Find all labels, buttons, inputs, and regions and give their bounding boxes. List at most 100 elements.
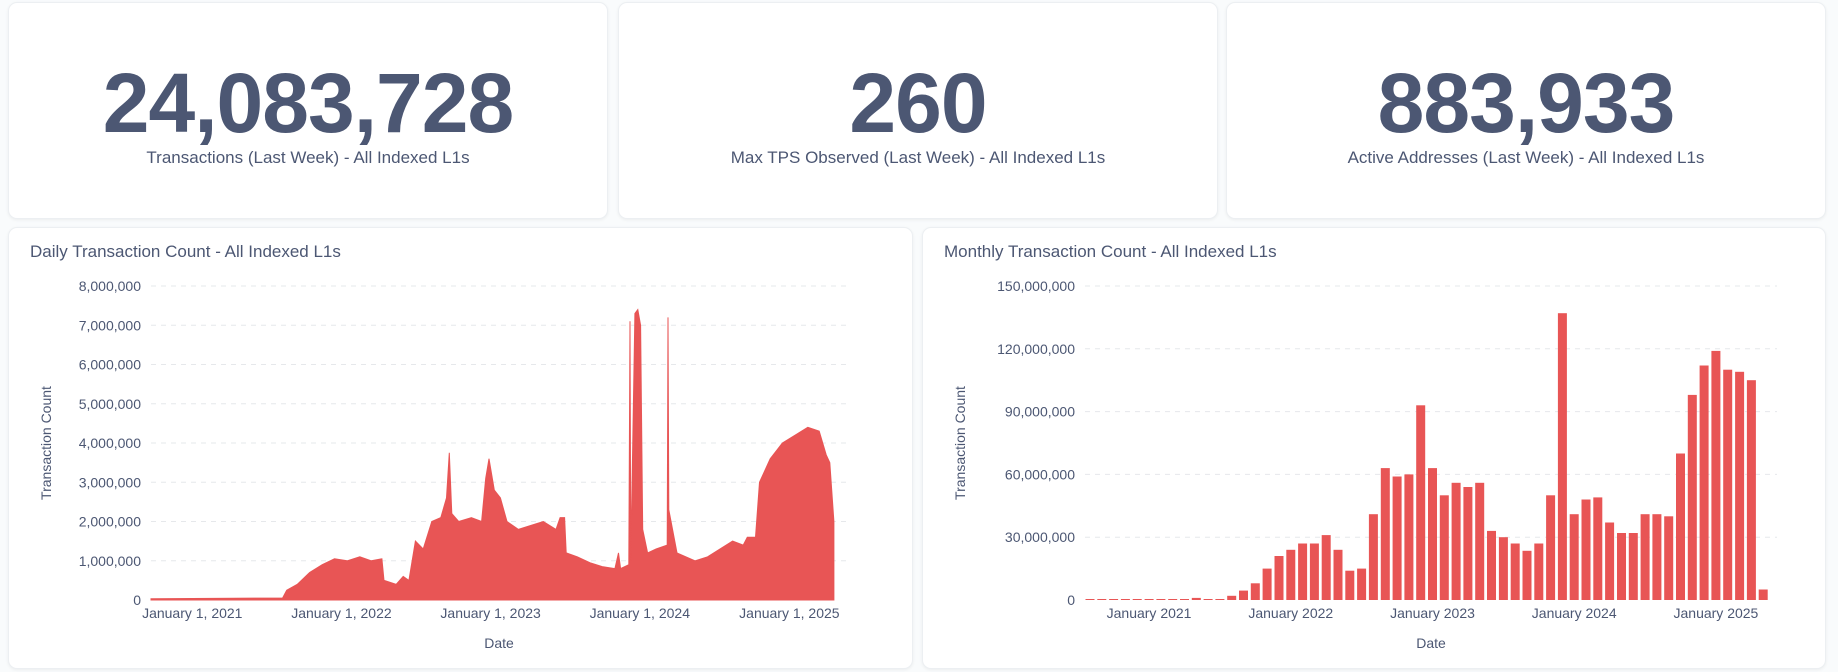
monthly-bar [1723, 369, 1733, 600]
monthly-bar [1487, 530, 1496, 600]
y-tick-label: 1,000,000 [79, 553, 141, 569]
kpi-value: 260 [849, 56, 987, 150]
monthly-bar [1676, 453, 1685, 600]
kpi-card-active-addresses: 883,933 Active Addresses (Last Week) - A… [1226, 2, 1826, 219]
daily-chart: 0 1,000,000 2,000,000 3,000,000 4,000,000 5,0… [38, 278, 847, 651]
y-tick-label: 30,000,000 [1005, 529, 1075, 545]
y-tick-label: 2,000,000 [79, 514, 141, 530]
monthly-bar [1321, 535, 1331, 600]
monthly-bar [1262, 568, 1272, 600]
y-tick-label: 3,000,000 [79, 474, 141, 490]
monthly-bar [1498, 537, 1508, 600]
monthly-bar [1510, 543, 1520, 600]
monthly-bar [1416, 405, 1426, 600]
daily-chart-card: Daily Transaction Count - All Indexed L1… [8, 227, 913, 669]
x-tick-label: January 2025 [1674, 605, 1759, 621]
chart-title[interactable]: Daily Transaction Count - All Indexed L1… [30, 242, 341, 261]
monthly-chart: 0 30,000,000 60,000,000 90,000,000 120,000,0… [952, 278, 1777, 651]
monthly-bar [1333, 549, 1343, 600]
kpi-label[interactable]: Max TPS Observed (Last Week) - All Index… [730, 148, 1106, 167]
monthly-bar [1345, 570, 1355, 600]
y-axis-title: Transaction Count [38, 386, 54, 500]
monthly-bar [1664, 516, 1674, 600]
y-axis-title: Transaction Count [952, 386, 968, 500]
x-tick-label: January 2024 [1532, 605, 1617, 621]
monthly-bar [1380, 468, 1390, 600]
monthly-bar [1711, 350, 1721, 600]
y-tick-label: 60,000,000 [1005, 466, 1075, 482]
y-tick-label: 5,000,000 [79, 396, 141, 412]
monthly-bar [1191, 597, 1201, 600]
y-tick-label: 6,000,000 [79, 357, 141, 373]
x-tick-label: January 1, 2024 [590, 605, 691, 621]
monthly-bar [1203, 599, 1213, 600]
daily-transactions-area [150, 308, 835, 601]
monthly-bar [1463, 487, 1473, 600]
chart-title[interactable]: Monthly Transaction Count - All Indexed … [944, 242, 1277, 261]
monthly-bar [1286, 549, 1296, 600]
monthly-bar [1605, 522, 1615, 600]
monthly-bar [1180, 599, 1189, 600]
monthly-bar [1428, 468, 1437, 600]
monthly-bar [1652, 514, 1662, 600]
monthly-bar [1227, 595, 1237, 600]
monthly-bar [1522, 550, 1532, 600]
monthly-bar [1309, 543, 1319, 600]
monthly-bar [1368, 514, 1378, 600]
y-tick-label: 0 [1067, 592, 1075, 608]
monthly-bar [1617, 533, 1626, 600]
monthly-bar [1735, 371, 1745, 600]
monthly-bar [1475, 482, 1485, 600]
y-tick-label: 150,000,000 [997, 278, 1075, 294]
monthly-bar [1746, 380, 1756, 600]
monthly-bar [1168, 599, 1178, 600]
x-tick-label: January 2023 [1390, 605, 1475, 621]
monthly-bar [1144, 599, 1154, 600]
monthly-bar [1699, 365, 1709, 600]
y-tick-label: 7,000,000 [79, 317, 141, 333]
monthly-bar [1392, 476, 1402, 600]
kpi-value: 883,933 [1377, 56, 1676, 150]
kpi-value: 24,083,728 [102, 56, 514, 150]
y-tick-label: 90,000,000 [1005, 404, 1075, 420]
monthly-bar [1357, 568, 1367, 600]
x-tick-label: January 2021 [1107, 605, 1192, 621]
x-tick-label: January 1, 2025 [739, 605, 840, 621]
monthly-bar [1451, 482, 1461, 600]
monthly-bar [1569, 514, 1579, 600]
kpi-label[interactable]: Transactions (Last Week) - All Indexed L… [146, 148, 470, 167]
monthly-chart-card: Monthly Transaction Count - All Indexed … [922, 227, 1826, 669]
monthly-bar [1439, 495, 1449, 600]
x-tick-label: January 1, 2021 [142, 605, 243, 621]
x-tick-label: January 1, 2022 [291, 605, 392, 621]
monthly-bar [1109, 599, 1119, 600]
y-tick-label: 4,000,000 [79, 435, 141, 451]
monthly-bar [1640, 514, 1650, 600]
monthly-bar [1593, 497, 1603, 600]
monthly-bar [1274, 556, 1284, 600]
monthly-bar [1250, 583, 1260, 600]
monthly-bar [1085, 599, 1095, 600]
monthly-bar [1628, 533, 1638, 600]
monthly-bar [1215, 599, 1225, 600]
kpi-label[interactable]: Active Addresses (Last Week) - All Index… [1347, 148, 1705, 167]
monthly-bar [1557, 313, 1567, 600]
x-axis-title: Date [1416, 635, 1446, 651]
x-axis-title: Date [484, 635, 514, 651]
monthly-bar [1120, 599, 1130, 600]
monthly-bar [1687, 394, 1697, 600]
monthly-bar [1132, 599, 1142, 600]
x-tick-label: January 2022 [1248, 605, 1333, 621]
monthly-bar [1298, 543, 1308, 600]
monthly-bar [1097, 599, 1107, 600]
monthly-bar [1239, 590, 1248, 600]
y-tick-label: 120,000,000 [997, 341, 1075, 357]
kpi-card-max-tps: 260 Max TPS Observed (Last Week) - All I… [618, 2, 1218, 219]
y-tick-label: 0 [133, 592, 141, 608]
monthly-bar [1581, 499, 1591, 600]
monthly-bar [1546, 495, 1556, 600]
monthly-bar [1758, 589, 1768, 600]
y-tick-label: 8,000,000 [79, 278, 141, 294]
monthly-bar [1156, 599, 1166, 600]
monthly-bar [1404, 474, 1414, 600]
